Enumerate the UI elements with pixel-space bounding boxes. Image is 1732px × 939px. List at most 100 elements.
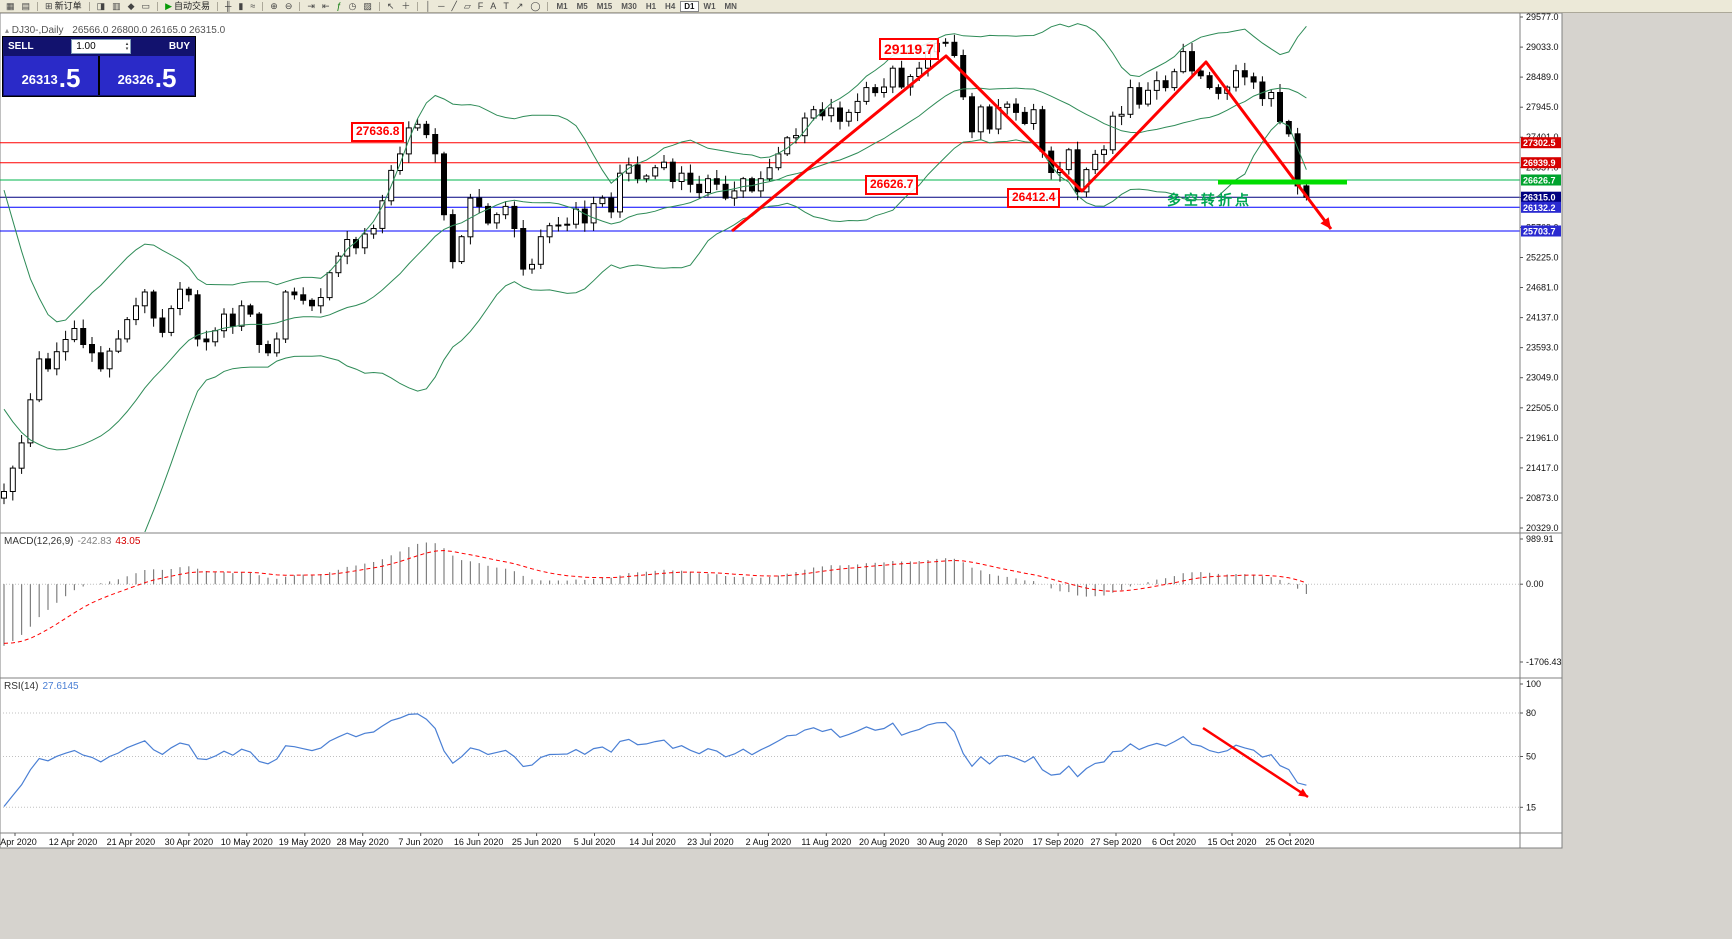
volume-up-icon[interactable]: ▴ <box>125 40 129 47</box>
svg-text:-1706.43: -1706.43 <box>1526 657 1562 667</box>
horizontal-line-button[interactable]: ─ <box>435 0 447 12</box>
periods-button[interactable]: ◷ <box>346 0 360 12</box>
timeframe-h1-button[interactable]: H1 <box>642 1 660 12</box>
crosshair-button[interactable]: ＋ <box>398 0 413 12</box>
price-flag[interactable]: 29119.7 <box>879 38 939 61</box>
price-flag[interactable]: 26626.7 <box>865 175 919 195</box>
auto-scroll-button[interactable]: ⇥ <box>304 0 318 12</box>
bar-chart-button[interactable]: ╫ <box>222 0 234 12</box>
rsi-pane[interactable] <box>0 712 1520 808</box>
buy-price-main: 26326 <box>117 72 154 87</box>
sell-label-button[interactable]: SELL <box>8 41 34 52</box>
rsi-value: 27.6145 <box>42 681 79 692</box>
autotrading-label: 自动交易 <box>173 1 210 11</box>
svg-text:27945.0: 27945.0 <box>1526 102 1559 112</box>
candlestick-chart-icon: ▮ <box>238 1 244 11</box>
price-flag[interactable]: 26412.4 <box>1007 188 1061 208</box>
vertical-line-button[interactable]: │ <box>422 0 434 12</box>
volume-spin-arrows[interactable]: ▴ ▾ <box>124 40 131 52</box>
timeframe-w1-button[interactable]: W1 <box>700 1 720 12</box>
terminal-button[interactable]: ▭ <box>139 0 154 12</box>
macd-pane[interactable] <box>0 542 1520 646</box>
templates-button[interactable]: ▨ <box>360 0 375 12</box>
zoom-out-icon: ⊖ <box>284 1 293 11</box>
main-pane[interactable] <box>0 23 1520 629</box>
toolbar-separator <box>157 1 159 11</box>
fibonacci-icon: F <box>477 1 484 11</box>
chart-shift-button[interactable]: ⇤ <box>319 0 333 12</box>
periods-icon: ◷ <box>348 1 357 11</box>
sell-price-main: 26313 <box>21 72 58 87</box>
new-chart-button[interactable]: ▦ <box>3 0 18 12</box>
line-chart-button[interactable]: ≈ <box>247 0 258 12</box>
cursor-button[interactable]: ↖ <box>384 0 398 12</box>
zoom-out-button[interactable]: ⊖ <box>282 0 296 12</box>
navigator-button[interactable]: ◆ <box>125 0 138 12</box>
svg-text:26315.0: 26315.0 <box>1523 193 1556 203</box>
navigator-icon: ◆ <box>127 1 135 11</box>
chart-symbol-period: DJ30-,Daily <box>11 25 64 36</box>
svg-text:21417.0: 21417.0 <box>1526 463 1559 473</box>
timeframe-m30-button[interactable]: M30 <box>617 1 641 12</box>
turning-point-note[interactable]: 多空转折点 <box>1167 192 1252 208</box>
channel-button[interactable]: ▱ <box>461 0 474 12</box>
trendline-button[interactable]: ╱ <box>448 0 459 12</box>
sell-price-button[interactable]: 26313.5 <box>4 56 98 95</box>
timeframe-m5-button[interactable]: M5 <box>573 1 592 12</box>
market-watch-button[interactable]: ◨ <box>94 0 109 12</box>
svg-text:12 Apr 2020: 12 Apr 2020 <box>49 837 98 847</box>
svg-text:19 May 2020: 19 May 2020 <box>279 837 331 847</box>
toolbar-separator <box>37 1 39 11</box>
toolbar-separator <box>378 1 380 11</box>
svg-text:14 Jul 2020: 14 Jul 2020 <box>629 837 676 847</box>
buy-price-fraction: .5 <box>154 63 177 93</box>
svg-text:21 Apr 2020: 21 Apr 2020 <box>107 837 156 847</box>
volume-value: 1.00 <box>76 41 96 52</box>
svg-text:26626.7: 26626.7 <box>1523 176 1556 186</box>
svg-text:30 Apr 2020: 30 Apr 2020 <box>165 837 214 847</box>
svg-text:28 May 2020: 28 May 2020 <box>337 837 389 847</box>
candlestick-chart-button[interactable]: ▮ <box>235 0 246 12</box>
volume-spinner[interactable]: 1.00 ▴ ▾ <box>71 39 132 54</box>
new-order-label: 新订单 <box>54 1 82 11</box>
cursor-icon: ↖ <box>386 1 395 11</box>
svg-text:23049.0: 23049.0 <box>1526 373 1559 383</box>
svg-text:6 Oct 2020: 6 Oct 2020 <box>1152 837 1196 847</box>
svg-text:0.00: 0.00 <box>1526 579 1544 589</box>
zoom-in-button[interactable]: ⊕ <box>267 0 281 12</box>
shapes-tool-button[interactable]: ◯ <box>527 0 543 12</box>
svg-text:10 May 2020: 10 May 2020 <box>221 837 273 847</box>
new-order-button[interactable]: ⊞ 新订单 <box>42 0 85 12</box>
profiles-button[interactable]: ▤ <box>19 0 34 12</box>
svg-text:50: 50 <box>1526 752 1536 762</box>
data-window-button[interactable]: ▥ <box>109 0 124 12</box>
indicators-button[interactable]: ƒ <box>333 0 344 12</box>
arrows-tool-icon: ↗ <box>515 1 524 11</box>
svg-text:15: 15 <box>1526 802 1536 812</box>
svg-text:26132.2: 26132.2 <box>1523 203 1556 213</box>
text-tool-icon: A <box>490 1 497 11</box>
toolbar-separator <box>547 1 549 11</box>
channel-icon: ▱ <box>463 1 471 11</box>
one-click-trading-panel: SELL 1.00 ▴ ▾ BUY 26313.5 26326.5 <box>2 36 196 97</box>
svg-text:20873.0: 20873.0 <box>1526 493 1559 503</box>
price-flag[interactable]: 27636.8 <box>351 122 405 142</box>
timeframe-mn-button[interactable]: MN <box>721 1 741 12</box>
fibonacci-button[interactable]: F <box>475 0 487 12</box>
text-tool-button[interactable]: A <box>487 0 499 12</box>
svg-text:7 Jun 2020: 7 Jun 2020 <box>398 837 443 847</box>
label-tool-button[interactable]: T <box>500 0 512 12</box>
timeframe-m1-button[interactable]: M1 <box>552 1 571 12</box>
buy-label-button[interactable]: BUY <box>168 41 190 52</box>
timeframe-d1-button[interactable]: D1 <box>680 0 699 12</box>
buy-price-button[interactable]: 26326.5 <box>100 56 194 95</box>
timeframe-m15-button[interactable]: M15 <box>593 1 617 12</box>
volume-down-icon[interactable]: ▾ <box>125 45 129 52</box>
timeframe-h4-button[interactable]: H4 <box>661 1 679 12</box>
vertical-line-icon: │ <box>425 1 432 11</box>
arrows-tool-button[interactable]: ↗ <box>513 0 527 12</box>
autotrading-button[interactable]: ▶ 自动交易 <box>162 0 213 12</box>
svg-text:29577.0: 29577.0 <box>1526 12 1559 22</box>
